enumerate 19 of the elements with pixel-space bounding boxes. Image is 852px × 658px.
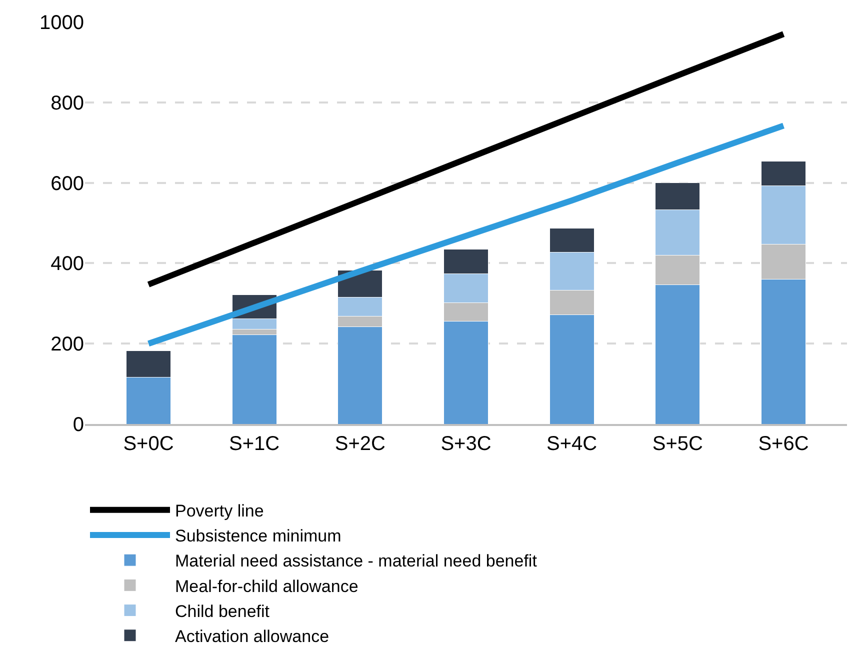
y-tick-label: 400 — [50, 253, 84, 276]
x-tick-label: S+5C — [652, 433, 703, 455]
legend-label: Meal-for-child allowance — [175, 576, 358, 596]
y-tick-label: 200 — [50, 334, 84, 356]
y-tick-label: 0 — [72, 414, 84, 436]
legend-label: Poverty line — [175, 502, 264, 521]
x-tick-label: S+3C — [440, 433, 492, 455]
x-tick-label: S+2C — [334, 433, 386, 455]
legend-label: Activation allowance — [175, 627, 330, 646]
legend-label: Child benefit — [175, 602, 270, 621]
y-tick-label: 1000 — [40, 12, 84, 34]
x-tick-label: S+1C — [229, 433, 280, 455]
y-tick-label: 600 — [50, 172, 84, 195]
legend-label: Material need assistance - material need benefit — [175, 552, 538, 571]
y-tick-label: 800 — [50, 92, 84, 114]
x-tick-label: S+6C — [758, 433, 809, 455]
legend-label: Subsistence minimum — [175, 526, 342, 546]
x-tick-label: S+0C — [123, 433, 174, 455]
x-tick-label: S+4C — [546, 433, 598, 455]
